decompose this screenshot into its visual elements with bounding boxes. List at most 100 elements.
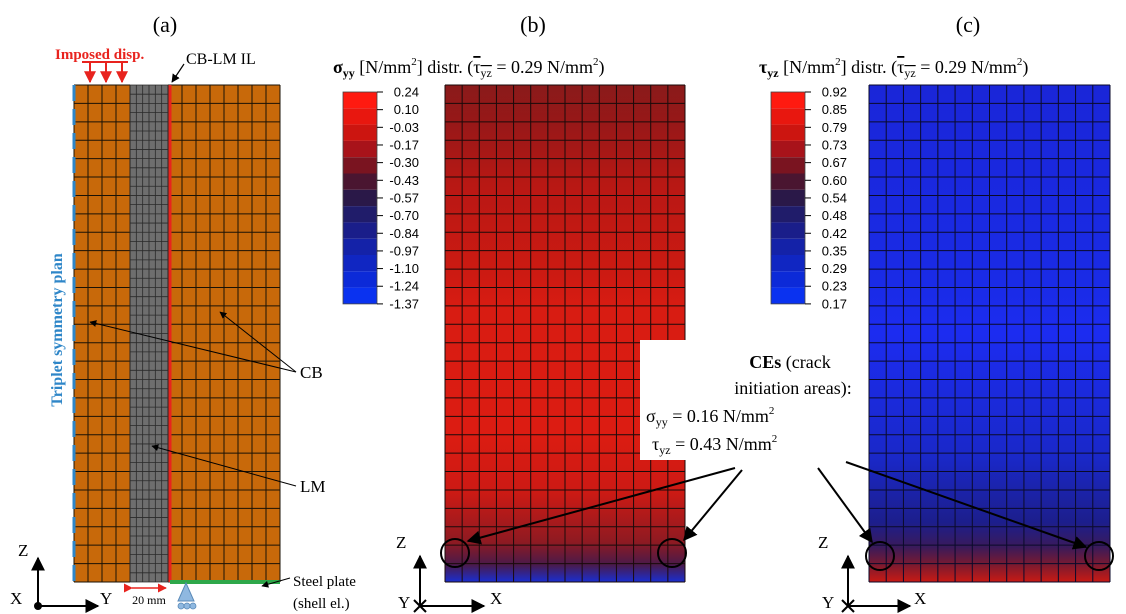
legend-b-tick-label: -0.30	[389, 155, 419, 170]
legend-b-swatch	[343, 238, 377, 255]
steel-label-2: (shell el.)	[293, 596, 350, 612]
ann-ces: CEs	[749, 352, 781, 372]
axis-y-c: Y	[822, 593, 834, 612]
annotation-line1: CEs (crack	[749, 352, 830, 373]
mesh-grid-b	[444, 84, 686, 583]
legend-b-swatch	[343, 255, 377, 272]
legend-c-swatch	[771, 140, 805, 158]
axis-z-a: Z	[18, 541, 28, 560]
title-c-rest2: ] distr. (	[841, 57, 898, 78]
legend-c-tick-label: 0.48	[822, 208, 847, 223]
axis-x-a: X	[10, 589, 22, 608]
legend-b-swatch	[343, 140, 377, 158]
legend-b-tick-label: -0.70	[389, 208, 419, 223]
legend-b-swatch	[343, 157, 377, 174]
title-b-rest2: ] distr. (	[417, 57, 474, 78]
legend-b-swatch	[343, 222, 377, 239]
title-c-rest: [N/mm	[779, 57, 836, 77]
ce-circle-b-left	[440, 538, 470, 568]
legend-c-swatch	[771, 108, 805, 125]
ann-sigma-sup: 2	[769, 405, 775, 417]
ann-sigma-val: = 0.16 N/mm	[668, 406, 769, 426]
panel-b: (b) σyy [N/mm2] distr. (τyz = 0.29 N/mm2…	[333, 12, 687, 613]
legend-b-swatch	[343, 108, 377, 125]
mesh-grid-lm	[129, 84, 169, 583]
legend-b-swatch	[343, 189, 377, 207]
title-b-tau: τ	[473, 57, 480, 77]
title-b-val: = 0.29 N/mm	[492, 57, 593, 77]
legend-c-swatch	[771, 238, 805, 255]
ann-sigma-sym: σ	[646, 406, 656, 426]
axis-z-b: Z	[396, 533, 406, 552]
legend-c-swatch	[771, 92, 805, 109]
legend-c-tick-label: 0.17	[822, 296, 847, 311]
lm-pointer	[151, 444, 297, 487]
legend-c-tick-label: 0.85	[822, 102, 847, 117]
legend-b-tick-label: -0.03	[389, 120, 419, 135]
legend-b-swatch	[343, 92, 377, 109]
legend-c-tick-label: 0.29	[822, 261, 847, 276]
axis-y-a: Y	[100, 589, 112, 608]
legend-c-swatch	[771, 124, 805, 141]
panel-b-label: (b)	[520, 12, 546, 37]
ann-tau-sub: yz	[659, 443, 670, 457]
panel-a-label: (a)	[153, 12, 177, 37]
title-b-sup: 2	[411, 56, 417, 68]
title-b-sub: yy	[343, 66, 355, 80]
legend-c-swatch	[771, 222, 805, 239]
legend-c-tick-label: 0.60	[822, 173, 847, 188]
ce-arrow-c-right	[845, 461, 1088, 550]
title-c-tau-sub: yz	[904, 66, 915, 80]
title-c-sup2: 2	[1017, 56, 1023, 68]
cb-label: CB	[300, 363, 323, 382]
axis-z-c: Z	[818, 533, 828, 552]
legend-b-tick-label: 0.10	[394, 102, 419, 117]
mesh-grid-c	[868, 84, 1111, 583]
ann-crack: (crack	[781, 352, 830, 373]
cb-pointer-right	[219, 311, 297, 373]
legend-b-swatch	[343, 287, 377, 304]
ce-circle-b-right	[657, 538, 687, 568]
ce-arrow-b-right	[683, 469, 743, 542]
title-b-end: )	[599, 57, 605, 78]
ce-circle-c-left	[865, 541, 895, 571]
legend-c-tick-label: 0.23	[822, 279, 847, 294]
annotation-sigma: σyy = 0.16 N/mm2	[646, 405, 774, 429]
legend-b-tick-label: -1.10	[389, 261, 419, 276]
title-c-tau: τ	[897, 57, 904, 77]
legend-b-tick-label: -0.43	[389, 173, 419, 188]
annotation-line2: initiation areas):	[734, 378, 851, 399]
title-c-sym: τ	[759, 57, 768, 77]
interface-label: CB-LM IL	[186, 51, 256, 68]
title-c-end: )	[1022, 57, 1028, 78]
panel-a: (a) Imposed disp. CB-LM IL Triplet symme…	[10, 12, 356, 613]
legend-b-swatch	[343, 173, 377, 190]
axis-triad-c	[841, 554, 912, 613]
axis-y-b: Y	[398, 593, 410, 612]
title-c-sub: yz	[767, 66, 779, 80]
axis-triad-b	[413, 554, 486, 613]
title-b-tau-sub: yz	[481, 66, 492, 80]
axis-x-b: X	[490, 589, 502, 608]
legend-b-tick-label: -1.24	[389, 279, 419, 294]
legend-c-swatch	[771, 206, 805, 223]
legend-c-tick-label: 0.73	[822, 137, 847, 152]
legend-c-tick-label: 0.67	[822, 155, 847, 170]
legend-c-tick-label: 0.35	[822, 243, 847, 258]
ce-annotation: CEs (crack initiation areas): σyy = 0.16…	[466, 340, 1088, 550]
legend-c-swatch	[771, 255, 805, 272]
legend-c-tick-label: 0.54	[822, 190, 847, 205]
panel-c-label: (c)	[956, 12, 980, 37]
legend-c-swatch	[771, 189, 805, 207]
legend-c-swatch	[771, 157, 805, 174]
legend-c-swatch	[771, 287, 805, 304]
legend-b-swatch	[343, 124, 377, 141]
lm-label: LM	[300, 477, 326, 496]
steel-pointer	[261, 577, 291, 588]
legend-b-tick-label: -0.97	[389, 243, 419, 258]
ann-tau-sup: 2	[772, 433, 778, 445]
panel-c: (c) τyz [N/mm2] distr. (τyz = 0.29 N/mm2…	[759, 12, 1114, 613]
legend-b-tick-label: -1.37	[389, 296, 419, 311]
title-b-rest: [N/mm	[355, 57, 412, 77]
